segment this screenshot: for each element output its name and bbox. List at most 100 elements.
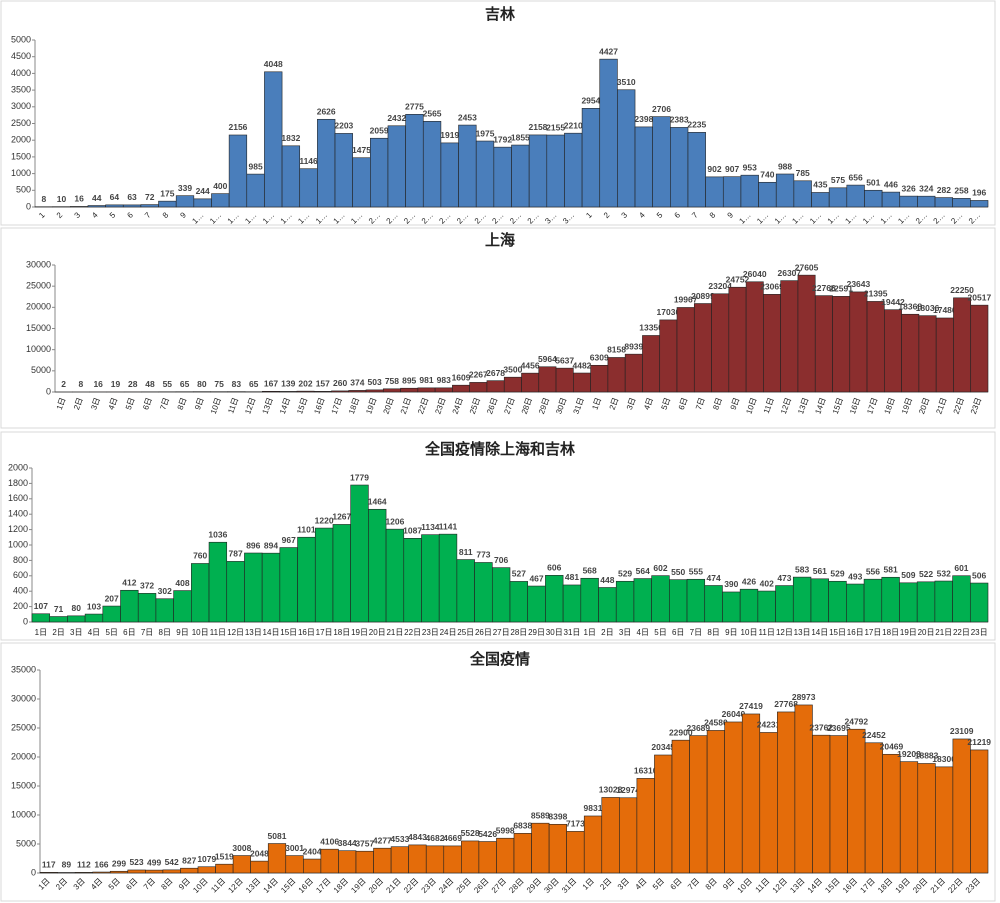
y-tick-label: 2000: [8, 462, 28, 472]
data-label: 27419: [739, 701, 763, 711]
data-label: 372: [140, 581, 154, 591]
bar: [711, 293, 730, 393]
x-tick-label: 8: [161, 210, 171, 220]
data-label: 787: [228, 549, 242, 559]
bar: [39, 872, 58, 874]
data-label: 166: [94, 859, 108, 869]
x-tick-label: 8日: [707, 628, 719, 637]
x-tick-label: 18日: [882, 628, 899, 637]
bar: [173, 590, 192, 623]
data-label: 44: [92, 193, 102, 203]
y-tick-label: 600: [13, 570, 28, 580]
y-tick-label: 30000: [26, 259, 51, 269]
bar: [279, 391, 298, 393]
bar: [573, 372, 591, 393]
bar: [590, 364, 609, 393]
bar: [232, 855, 251, 874]
bar: [246, 173, 265, 208]
bar: [916, 581, 936, 623]
bar: [355, 850, 374, 874]
data-label: 4533: [390, 834, 409, 844]
data-label: 19967: [674, 295, 698, 305]
x-tick-label: 9日: [193, 396, 206, 411]
data-label: 24792: [845, 716, 869, 726]
data-label: 23109: [950, 726, 974, 736]
y-tick-label: 4500: [11, 51, 31, 61]
x-tick-label: 1日: [55, 396, 68, 411]
data-label: 529: [830, 569, 844, 579]
x-tick-label: 9: [725, 210, 735, 220]
bar: [686, 578, 706, 623]
x-tick-label: 9日: [176, 628, 188, 637]
data-label: 2235: [687, 120, 706, 130]
bar: [583, 815, 603, 874]
x-tick-label: 26日: [475, 628, 492, 637]
bar: [122, 204, 142, 208]
data-label: 339: [178, 183, 192, 193]
bar: [599, 58, 618, 208]
x-tick-label: 5日: [660, 396, 673, 411]
y-tick-label: 10000: [11, 809, 36, 819]
y-tick-label: 0: [23, 616, 28, 626]
data-label: 55: [163, 379, 173, 389]
data-label: 656: [849, 172, 863, 182]
bar: [828, 580, 847, 623]
data-label: 481: [565, 572, 579, 582]
data-label: 1779: [350, 472, 369, 482]
x-tick-label: 6: [125, 210, 135, 220]
bar: [728, 286, 747, 393]
bar: [775, 585, 794, 623]
data-label: 981: [419, 375, 433, 385]
bar: [211, 193, 230, 208]
x-tick-label: 4日: [107, 396, 120, 411]
bar: [109, 870, 129, 874]
data-label: 19442: [881, 297, 905, 307]
bar: [509, 581, 529, 623]
bar: [191, 563, 210, 623]
data-label: 18036: [916, 303, 940, 313]
data-label: 139: [281, 379, 295, 389]
data-label: 448: [600, 575, 614, 585]
y-tick-label: 15000: [26, 323, 51, 333]
data-label: 5637: [555, 355, 574, 365]
data-label: 408: [175, 578, 189, 588]
bar: [528, 134, 548, 208]
x-tick-label: 23日: [422, 628, 439, 637]
bar: [759, 732, 778, 874]
data-label: 326: [901, 183, 915, 193]
data-label: 400: [213, 181, 227, 191]
bar: [400, 387, 419, 393]
data-label: 299: [112, 859, 126, 869]
bar: [84, 613, 104, 623]
bar: [934, 197, 954, 208]
bar: [828, 187, 848, 208]
data-label: 1267: [332, 512, 351, 522]
bar: [636, 778, 655, 874]
data-label: 23689: [687, 723, 711, 733]
bar: [846, 184, 865, 208]
data-label: 2706: [652, 104, 671, 114]
data-label: 2059: [370, 125, 389, 135]
bar: [57, 872, 76, 874]
data-label: 760: [193, 551, 207, 561]
data-label: 983: [437, 375, 451, 385]
data-label: 758: [385, 376, 399, 386]
data-label: 1101: [297, 524, 316, 534]
data-label: 1975: [476, 128, 495, 138]
data-label: 23762: [809, 722, 833, 732]
data-label: 1134: [421, 522, 440, 532]
bar: [863, 578, 883, 623]
x-tick-label: 2: [602, 210, 612, 220]
data-label: 555: [689, 567, 703, 577]
bar: [338, 850, 357, 874]
data-label: 1919: [440, 130, 459, 140]
data-label: 71: [54, 604, 64, 614]
data-label: 493: [848, 571, 862, 581]
bar: [456, 559, 475, 623]
x-tick-label: 8: [708, 210, 718, 220]
bar: [652, 116, 671, 208]
bar: [881, 191, 901, 208]
data-label: 12974: [616, 785, 640, 795]
bar: [387, 125, 406, 208]
data-label: 202: [298, 378, 312, 388]
